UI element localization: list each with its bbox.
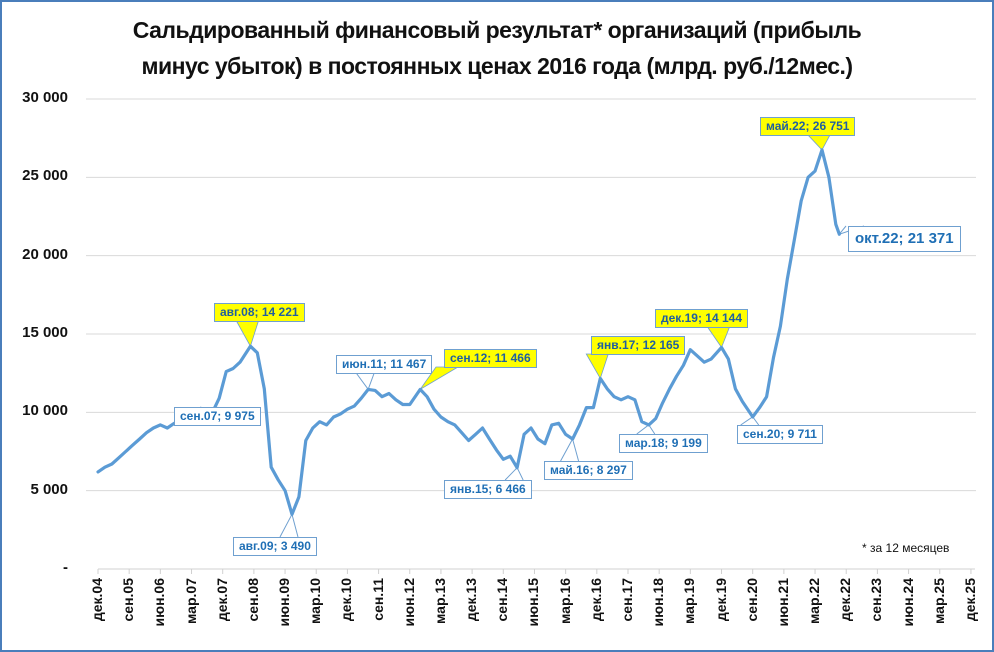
x-tick-label: июн.24	[899, 578, 916, 627]
x-tick-label: дек.10	[338, 578, 355, 622]
x-tick-label: мар.16	[556, 578, 573, 624]
y-tick-label: -	[63, 559, 68, 576]
x-tick-label: мар.19	[681, 578, 698, 624]
data-label: янв.17; 12 165	[591, 336, 686, 355]
y-tick-label: 30 000	[22, 89, 68, 106]
x-tick-label: мар.22	[806, 578, 823, 624]
gridlines	[86, 98, 976, 492]
x-tick-label: сен.14	[494, 578, 511, 622]
y-tick-label: 20 000	[22, 246, 68, 263]
x-tick-label: июн.18	[650, 578, 667, 627]
x-tick-label: дек.07	[213, 578, 230, 622]
data-label: окт.22; 21 371	[848, 226, 961, 252]
x-tick-label: мар.13	[431, 578, 448, 624]
x-axis	[97, 568, 975, 574]
x-tick-label: мар.25	[930, 578, 947, 624]
data-label: май.16; 8 297	[544, 461, 633, 480]
data-label: сен.07; 9 975	[174, 407, 261, 426]
data-label: сен.12; 11 466	[444, 349, 537, 368]
y-tick-label: 10 000	[22, 402, 68, 419]
x-tick-label: дек.13	[463, 578, 480, 622]
x-tick-label: сен.17	[618, 578, 635, 622]
series-line	[96, 148, 841, 516]
x-tick-label: мар.07	[182, 578, 199, 624]
x-tick-label: сен.11	[369, 578, 386, 621]
data-label: июн.11; 11 467	[336, 355, 433, 374]
data-label: янв.15; 6 466	[444, 480, 532, 499]
x-tick-label: июн.09	[276, 578, 293, 627]
x-tick-label: июн.12	[400, 578, 417, 627]
x-tick-label: сен.20	[743, 578, 760, 622]
x-tick-label: дек.16	[587, 578, 604, 622]
chart-title: Сальдированный финансовый результат* орг…	[0, 12, 994, 84]
x-tick-label: дек.19	[712, 578, 729, 622]
x-tick-label: дек.25	[961, 578, 978, 622]
y-tick-label: 15 000	[22, 324, 68, 341]
chart-title-line-1: Сальдированный финансовый результат* орг…	[132, 17, 862, 43]
data-label: авг.09; 3 490	[233, 537, 317, 556]
x-tick-label: дек.04	[89, 578, 105, 622]
x-tick-label: июн.06	[151, 578, 168, 627]
y-tick-label: 5 000	[30, 481, 68, 498]
footnote: * за 12 месяцев	[862, 541, 950, 555]
data-label: май.22; 26 751	[760, 117, 856, 136]
x-tick-label: июн.21	[774, 578, 791, 627]
chart-title-line-2: минус убыток) в постоянных ценах 2016 го…	[141, 53, 853, 79]
data-label: дек.19; 14 144	[655, 309, 749, 328]
y-tick-label: 25 000	[22, 167, 68, 184]
x-tick-label: мар.10	[307, 578, 324, 624]
data-label: мар.18; 9 199	[619, 434, 708, 453]
x-tick-label: сен.23	[868, 578, 885, 622]
x-tick-label: сен.05	[120, 578, 137, 622]
x-tick-label: дек.22	[837, 578, 854, 622]
data-label: авг.08; 14 221	[214, 303, 305, 322]
x-tick-label: сен.08	[244, 578, 261, 622]
x-tick-label: июн.15	[525, 578, 542, 627]
data-label: сен.20; 9 711	[737, 425, 823, 444]
